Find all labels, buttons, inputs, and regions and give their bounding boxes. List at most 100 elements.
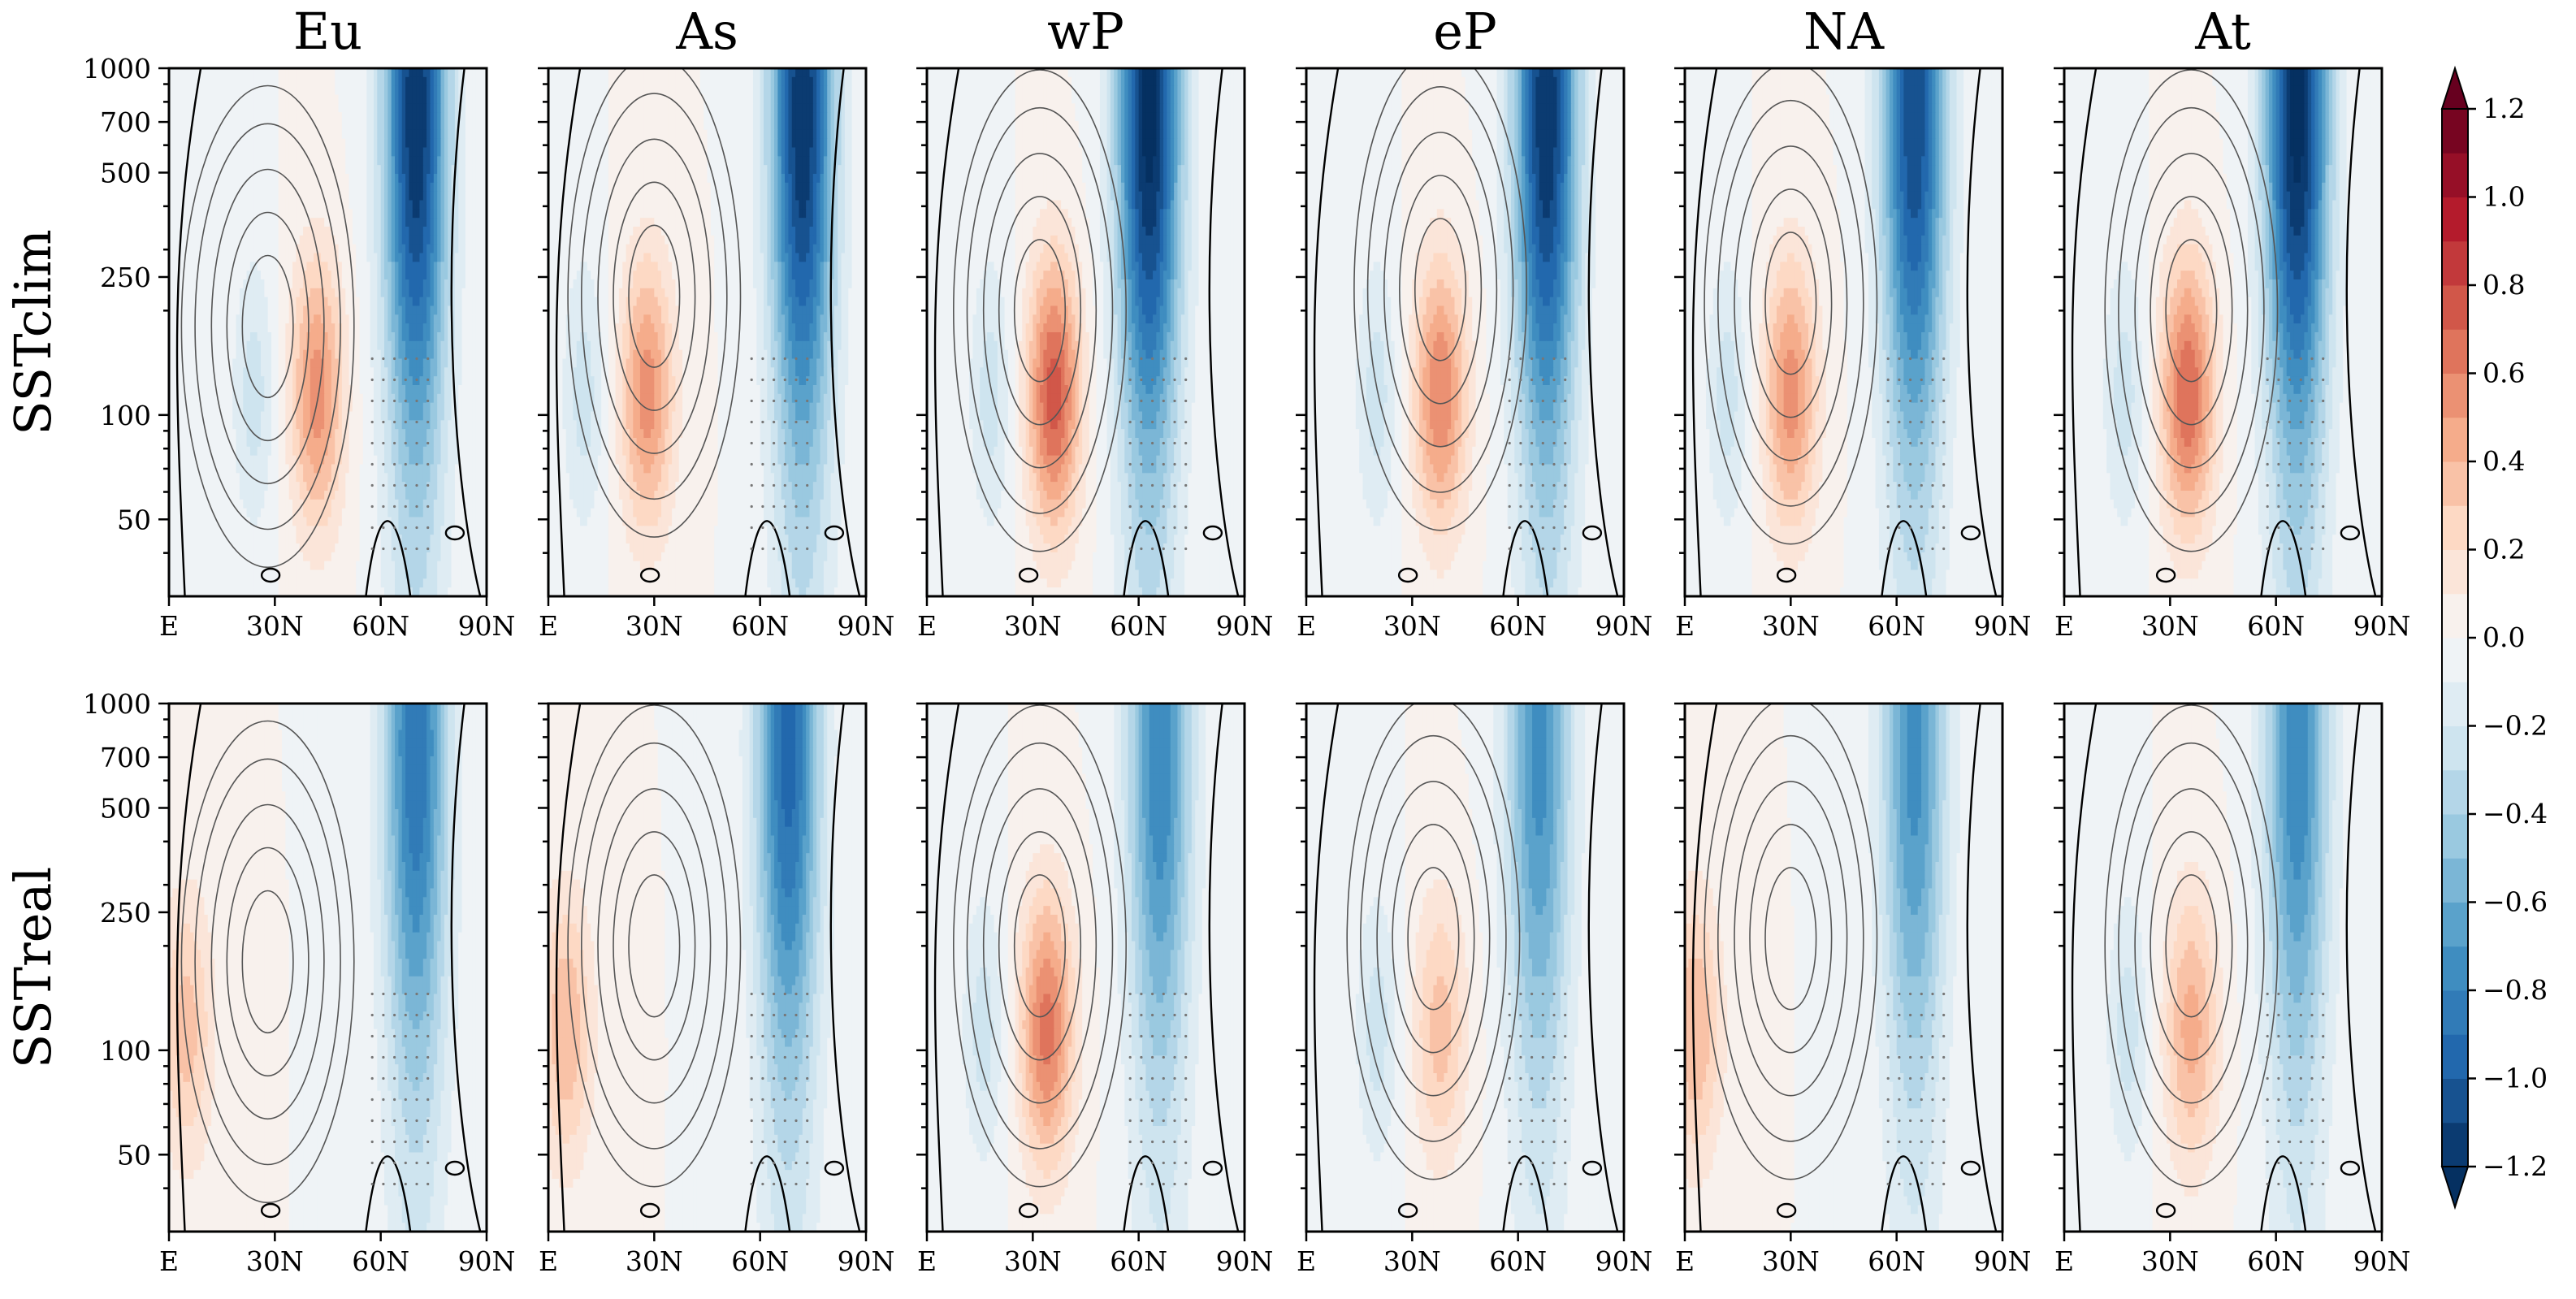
field-cell	[434, 306, 438, 315]
field-cell	[243, 201, 247, 210]
field-cell	[381, 86, 385, 95]
field-cell	[387, 209, 392, 218]
field-cell	[208, 271, 212, 279]
field-cell	[261, 297, 265, 306]
field-cell	[328, 385, 332, 394]
field-cell	[324, 112, 328, 121]
field-cell	[395, 482, 399, 491]
field-cell	[416, 139, 420, 148]
field-cell	[395, 323, 399, 332]
field-cell	[479, 148, 483, 157]
field-cell	[455, 473, 459, 482]
field-cell	[345, 473, 349, 482]
field-cell	[289, 218, 293, 227]
field-cell	[172, 482, 176, 491]
field-cell	[303, 86, 307, 95]
field-cell	[328, 271, 332, 279]
field-cell	[465, 156, 470, 165]
field-cell	[275, 376, 279, 385]
field-cell	[208, 279, 212, 288]
field-cell	[366, 403, 370, 412]
field-cell	[250, 192, 254, 201]
field-cell	[289, 253, 293, 262]
field-cell	[452, 543, 456, 552]
field-cell	[226, 174, 230, 183]
field-cell	[469, 95, 473, 104]
field-cell	[197, 103, 201, 112]
field-cell	[335, 420, 339, 429]
field-cell	[275, 535, 279, 543]
field-cell	[416, 130, 420, 139]
field-cell	[261, 323, 265, 332]
field-cell	[458, 394, 462, 403]
field-cell	[285, 543, 289, 552]
field-cell	[462, 438, 466, 447]
field-cell	[398, 86, 402, 95]
field-cell	[183, 288, 187, 297]
field-cell	[430, 271, 434, 279]
field-cell	[232, 288, 236, 297]
field-cell	[236, 359, 240, 368]
field-cell	[476, 332, 480, 341]
field-cell	[370, 271, 374, 279]
field-cell	[328, 306, 332, 315]
field-cell	[183, 482, 187, 491]
field-cell	[197, 156, 201, 165]
field-cell	[366, 139, 370, 148]
field-cell	[183, 429, 187, 438]
field-cell	[258, 359, 262, 368]
field-cell	[226, 262, 230, 271]
field-cell	[264, 412, 268, 421]
field-cell	[374, 438, 378, 447]
field-cell	[384, 314, 388, 323]
field-cell	[384, 183, 388, 192]
field-cell	[268, 148, 272, 157]
field-cell	[183, 86, 187, 95]
field-cell	[335, 350, 339, 359]
field-cell	[292, 218, 297, 227]
field-cell	[437, 376, 441, 385]
field-cell	[275, 491, 279, 500]
field-cell	[303, 526, 307, 535]
field-cell	[204, 86, 208, 95]
field-cell	[324, 465, 328, 474]
field-cell	[465, 262, 470, 271]
field-cell	[300, 112, 304, 121]
field-cell	[360, 121, 364, 130]
field-cell	[448, 112, 452, 121]
field-cell	[247, 332, 251, 341]
field-cell	[219, 297, 223, 306]
field-cell	[219, 552, 223, 561]
field-cell	[423, 77, 427, 86]
field-cell	[204, 447, 208, 456]
field-cell	[201, 385, 205, 394]
field-cell	[392, 473, 396, 482]
field-cell	[342, 68, 346, 77]
field-cell	[419, 517, 423, 526]
field-cell	[441, 297, 445, 306]
field-cell	[462, 306, 466, 315]
field-cell	[441, 218, 445, 227]
field-cell	[409, 429, 413, 438]
field-cell	[353, 526, 357, 535]
field-cell	[437, 350, 441, 359]
field-cell	[243, 482, 247, 491]
field-cell	[469, 314, 473, 323]
field-cell	[479, 517, 483, 526]
field-cell	[416, 165, 420, 174]
field-cell	[448, 130, 452, 139]
field-cell	[279, 500, 283, 509]
field-cell	[247, 447, 251, 456]
field-cell	[381, 367, 385, 376]
field-cell	[395, 227, 399, 236]
field-cell	[405, 95, 409, 104]
field-cell	[222, 314, 226, 323]
field-cell	[317, 297, 321, 306]
field-cell	[187, 456, 191, 465]
field-cell	[430, 148, 434, 157]
field-cell	[258, 201, 262, 210]
field-cell	[398, 403, 402, 412]
field-cell	[232, 227, 236, 236]
field-cell	[321, 403, 325, 412]
field-cell	[229, 245, 233, 253]
